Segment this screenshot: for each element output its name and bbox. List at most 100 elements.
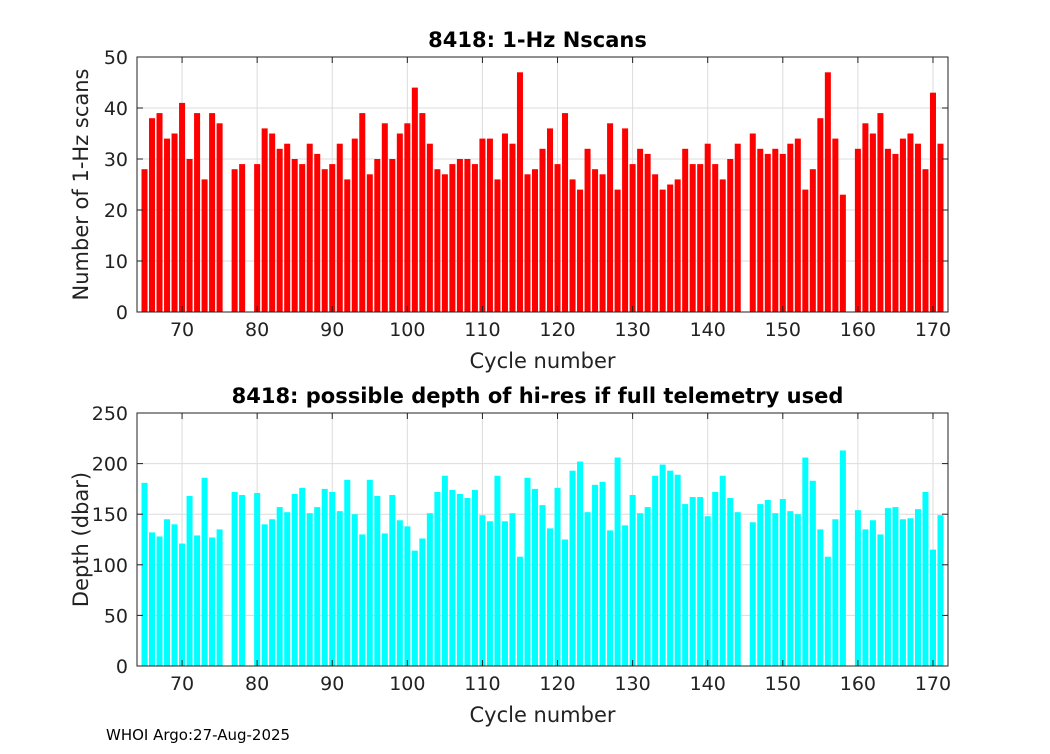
bottom-bar — [494, 475, 501, 666]
bottom-bar — [929, 549, 936, 666]
bottom-x-tick-label: 120 — [539, 673, 575, 695]
bottom-x-axis-label: Cycle number — [469, 703, 615, 727]
top-bar — [592, 169, 599, 312]
top-bar — [306, 143, 313, 312]
bottom-bar — [629, 494, 636, 666]
bottom-bar — [201, 477, 208, 666]
bottom-bar — [652, 475, 659, 666]
bottom-bar — [914, 509, 921, 666]
bottom-bar — [329, 491, 336, 666]
bottom-bar — [269, 519, 276, 666]
bottom-bar — [291, 493, 298, 666]
bottom-x-tick-label: 170 — [915, 673, 951, 695]
top-bar — [329, 164, 336, 312]
bottom-bar — [396, 520, 403, 666]
top-bar — [516, 72, 523, 312]
bottom-bar — [809, 480, 816, 666]
bottom-bar — [539, 505, 546, 666]
bottom-y-tick-label: 50 — [104, 605, 128, 627]
bottom-y-axis-label: Depth (dbar) — [69, 472, 93, 607]
bottom-bar — [261, 524, 268, 666]
bottom-bar — [471, 489, 478, 666]
top-x-tick-label: 130 — [614, 319, 650, 341]
bottom-bar — [689, 496, 696, 666]
top-bar — [794, 138, 801, 312]
bottom-bar — [712, 491, 719, 666]
top-bar — [749, 133, 756, 312]
top-bar — [704, 143, 711, 312]
top-x-tick-label: 150 — [765, 319, 801, 341]
top-bar — [299, 164, 306, 312]
bottom-bar — [607, 530, 614, 666]
bottom-x-tick-label: 90 — [320, 673, 344, 695]
bottom-bar — [757, 504, 764, 666]
top-bar — [254, 164, 261, 312]
footer-text: WHOI Argo:27-Aug-2025 — [106, 726, 291, 744]
top-bar — [824, 72, 831, 312]
top-bar — [659, 189, 666, 312]
bottom-bar — [637, 513, 644, 666]
top-bar — [614, 189, 621, 312]
bottom-bar — [321, 488, 328, 666]
top-bar — [719, 179, 726, 312]
top-bar — [922, 169, 929, 312]
top-bar — [216, 123, 223, 312]
top-bar — [156, 113, 163, 312]
top-bar — [577, 189, 584, 312]
top-bar — [524, 174, 531, 312]
bottom-bar — [486, 521, 493, 666]
bottom-bar — [351, 514, 358, 666]
top-bar — [899, 138, 906, 312]
top-y-tick-label: 20 — [104, 200, 128, 222]
bottom-bar — [787, 511, 794, 666]
top-bar — [389, 159, 396, 312]
top-bar — [914, 143, 921, 312]
bottom-bar — [599, 481, 606, 666]
bottom-bar — [674, 474, 681, 666]
top-x-tick-label: 110 — [464, 319, 500, 341]
bottom-chart-title: 8418: possible depth of hi-res if full t… — [232, 384, 844, 408]
bottom-bar — [569, 470, 576, 666]
top-bar — [209, 113, 216, 312]
top-bar — [697, 164, 704, 312]
top-x-tick-label: 100 — [389, 319, 425, 341]
bottom-y-tick-label: 0 — [116, 656, 128, 678]
bottom-x-tick-label: 80 — [245, 673, 269, 695]
top-bar — [291, 159, 298, 312]
top-bar — [689, 164, 696, 312]
top-bar — [141, 169, 148, 312]
top-x-axis-label: Cycle number — [469, 349, 615, 373]
top-bar — [501, 133, 508, 312]
top-bar — [381, 123, 388, 312]
top-x-tick-label: 120 — [539, 319, 575, 341]
top-bar — [832, 138, 839, 312]
bottom-bar — [216, 529, 223, 666]
top-x-tick-label: 140 — [690, 319, 726, 341]
top-bar — [547, 128, 554, 312]
top-x-tick-label: 70 — [170, 319, 194, 341]
bottom-x-tick-label: 160 — [840, 673, 876, 695]
bottom-y-tick-label: 150 — [92, 504, 128, 526]
top-bar — [456, 159, 463, 312]
bottom-bar — [194, 535, 201, 666]
bottom-bar — [239, 494, 246, 666]
top-x-tick-label: 90 — [320, 319, 344, 341]
top-bar — [509, 143, 516, 312]
top-y-tick-label: 10 — [104, 251, 128, 273]
top-bar — [622, 128, 629, 312]
top-bar — [171, 133, 178, 312]
bottom-bar — [817, 529, 824, 666]
bottom-bar — [164, 519, 171, 666]
bottom-bar — [464, 498, 471, 666]
top-x-tick-label: 160 — [840, 319, 876, 341]
top-bar — [269, 133, 276, 312]
top-bar — [396, 133, 403, 312]
bottom-x-tick-label: 140 — [690, 673, 726, 695]
bottom-bar — [449, 489, 456, 666]
bottom-bar — [516, 556, 523, 666]
bottom-bar — [892, 507, 899, 666]
top-bar — [539, 148, 546, 312]
bottom-bar — [314, 507, 321, 666]
top-bar — [674, 179, 681, 312]
